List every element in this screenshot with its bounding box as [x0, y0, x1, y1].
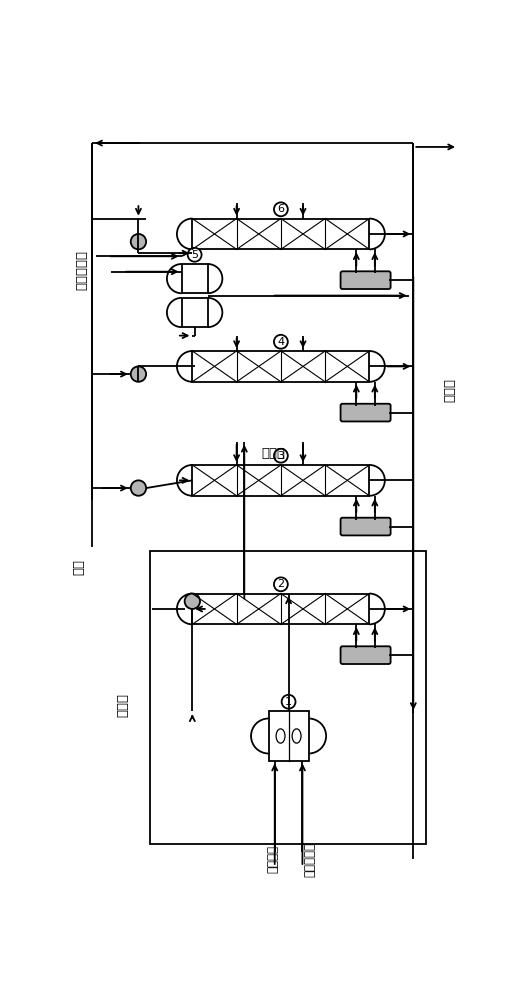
Text: 新鲜水: 新鲜水: [261, 447, 285, 460]
Text: 甲酸: 甲酸: [73, 559, 86, 575]
FancyBboxPatch shape: [340, 646, 391, 664]
Circle shape: [185, 594, 200, 609]
Circle shape: [131, 366, 146, 382]
Text: 1: 1: [285, 697, 292, 707]
Circle shape: [274, 202, 288, 216]
Text: 5: 5: [191, 250, 198, 260]
Bar: [193, 219, 370, 249]
FancyBboxPatch shape: [340, 518, 391, 535]
Circle shape: [282, 695, 295, 709]
Bar: [193, 351, 370, 382]
Circle shape: [188, 248, 202, 262]
Bar: [269, 711, 309, 761]
Text: 2: 2: [278, 579, 285, 589]
Bar: [193, 594, 370, 624]
Bar: [193, 465, 370, 496]
Text: 新鲜甲酸: 新鲜甲酸: [267, 845, 280, 873]
Bar: [150, 551, 425, 844]
Text: 6: 6: [278, 204, 284, 214]
Circle shape: [274, 335, 288, 349]
Bar: [182, 264, 208, 293]
Text: 环戊烯: 环戊烯: [117, 693, 130, 717]
Text: 补充环戊烯: 补充环戊烯: [76, 250, 89, 290]
Text: 3: 3: [278, 451, 284, 461]
Text: 新鲜环戊烯: 新鲜环戊烯: [304, 842, 316, 877]
Circle shape: [131, 234, 146, 249]
FancyBboxPatch shape: [340, 271, 391, 289]
Text: 环戊醇: 环戊醇: [444, 377, 457, 401]
Circle shape: [131, 480, 146, 496]
FancyBboxPatch shape: [340, 404, 391, 421]
Bar: [182, 298, 208, 327]
Circle shape: [274, 577, 288, 591]
Circle shape: [274, 449, 288, 463]
Text: 4: 4: [278, 337, 285, 347]
